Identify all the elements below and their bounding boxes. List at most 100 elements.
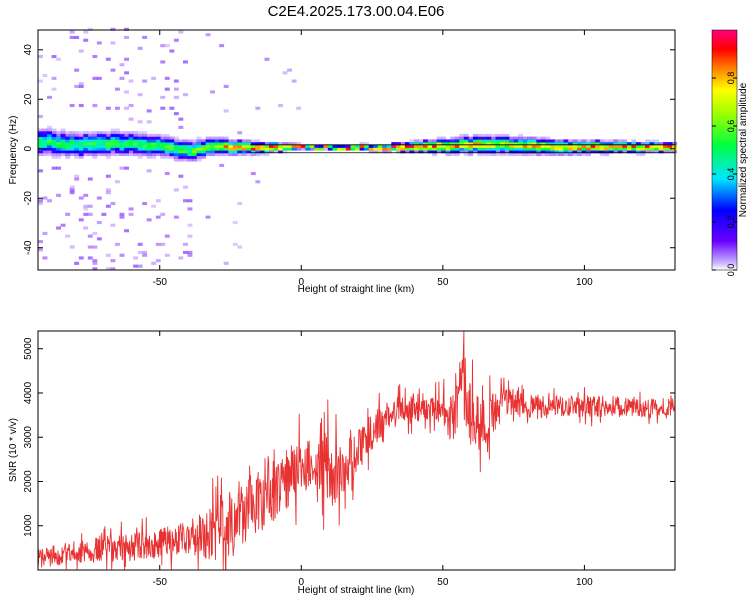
heatmap-cell <box>124 27 129 31</box>
heatmap-cell <box>255 142 261 146</box>
heatmap-cell <box>232 153 238 157</box>
heatmap-cell <box>500 150 505 154</box>
heatmap-cell <box>69 150 75 154</box>
heatmap-cell <box>187 142 193 146</box>
heatmap-cell <box>65 133 71 137</box>
heatmap-cell <box>454 153 460 157</box>
heatmap-cell <box>183 60 188 64</box>
heatmap-cell <box>577 144 582 148</box>
heatmap-cell <box>38 133 43 137</box>
heatmap-cell <box>110 223 116 227</box>
heatmap-cell <box>92 267 98 271</box>
heatmap-cell <box>273 144 279 148</box>
heatmap-cell <box>92 261 98 265</box>
heatmap-cell <box>250 153 256 157</box>
heatmap-cell <box>481 144 487 148</box>
heatmap-cell <box>38 114 43 118</box>
heatmap-cell <box>173 142 179 146</box>
heatmap-cell <box>214 142 220 146</box>
heatmap-cell <box>74 261 80 265</box>
heatmap-cell <box>595 147 601 151</box>
heatmap-cell <box>133 264 138 268</box>
heatmap-cell <box>223 150 229 154</box>
heatmap-cell <box>146 133 152 137</box>
heatmap-cell <box>78 82 84 86</box>
heatmap-cell <box>241 150 247 154</box>
heatmap-cell <box>142 79 148 83</box>
heatmap-cell <box>110 267 116 271</box>
heatmap-cell <box>155 144 161 148</box>
heatmap-cell <box>83 144 89 148</box>
heatmap-cell <box>83 204 89 208</box>
heatmap-cell <box>622 150 628 154</box>
heatmap-cell <box>142 253 148 257</box>
heatmap-cell <box>87 147 93 151</box>
heatmap-cell <box>423 147 428 151</box>
heatmap-cell <box>540 147 546 151</box>
heatmap-cell <box>228 139 234 143</box>
heatmap-cell <box>173 215 179 219</box>
y-tick-label: 40 <box>23 44 34 56</box>
spectrogram-plot-frame <box>37 29 676 271</box>
heatmap-cell <box>495 150 501 154</box>
heatmap-cell <box>418 147 424 151</box>
heatmap-cell <box>278 104 283 108</box>
heatmap-cell <box>296 144 302 148</box>
heatmap-cell <box>386 147 392 151</box>
heatmap-cell <box>105 136 111 140</box>
heatmap-cell <box>87 27 93 31</box>
heatmap-cell <box>568 147 573 151</box>
heatmap-cell <box>205 215 211 219</box>
heatmap-cell <box>60 150 66 154</box>
heatmap-cell <box>87 153 93 157</box>
heatmap-cell <box>409 147 415 151</box>
heatmap-cell <box>183 242 188 246</box>
heatmap-cell <box>151 153 157 157</box>
heatmap-cell <box>87 136 93 140</box>
heatmap-cell <box>622 147 628 151</box>
heatmap-cell <box>196 142 202 146</box>
heatmap-cell <box>155 139 161 143</box>
heatmap-cell <box>96 139 102 143</box>
heatmap-cell <box>395 144 401 148</box>
heatmap-cell <box>300 144 306 148</box>
heatmap-cell <box>282 142 288 146</box>
heatmap-cell <box>409 142 415 146</box>
heatmap-cell <box>495 153 501 157</box>
y-tick-label: 5000 <box>23 337 34 360</box>
heatmap-cell <box>83 153 89 157</box>
heatmap-cell <box>527 153 533 157</box>
heatmap-cell <box>513 144 519 148</box>
heatmap-cell <box>223 147 229 151</box>
heatmap-cell <box>658 150 664 154</box>
heatmap-cell <box>219 136 225 140</box>
heatmap-cell <box>124 131 129 135</box>
heatmap-cell <box>395 150 401 154</box>
heatmap-cell <box>459 133 465 137</box>
heatmap-cell <box>105 133 111 137</box>
heatmap-cell <box>119 166 125 170</box>
heatmap-cell <box>173 87 179 91</box>
heatmap-cell <box>151 147 157 151</box>
heatmap-cell <box>69 144 75 148</box>
heatmap-cell <box>459 142 465 146</box>
heatmap-cell <box>318 147 324 151</box>
heatmap-cell <box>178 30 184 34</box>
heatmap-cell <box>42 74 48 78</box>
heatmap-cell <box>205 153 211 157</box>
heatmap-cell <box>101 147 107 151</box>
heatmap-cell <box>495 133 501 137</box>
heatmap-cell <box>42 142 48 146</box>
heatmap-cell <box>201 150 206 154</box>
heatmap-cell <box>160 139 166 143</box>
heatmap-cell <box>269 150 274 154</box>
heatmap-cell <box>608 150 614 154</box>
heatmap-cell <box>264 150 270 154</box>
heatmap-cell <box>382 144 388 148</box>
heatmap-cell <box>563 144 569 148</box>
heatmap-cell <box>60 223 66 227</box>
heatmap-cell <box>160 133 166 137</box>
heatmap-cell <box>124 35 129 39</box>
heatmap-cell <box>87 177 93 181</box>
heatmap-cell <box>128 104 134 108</box>
